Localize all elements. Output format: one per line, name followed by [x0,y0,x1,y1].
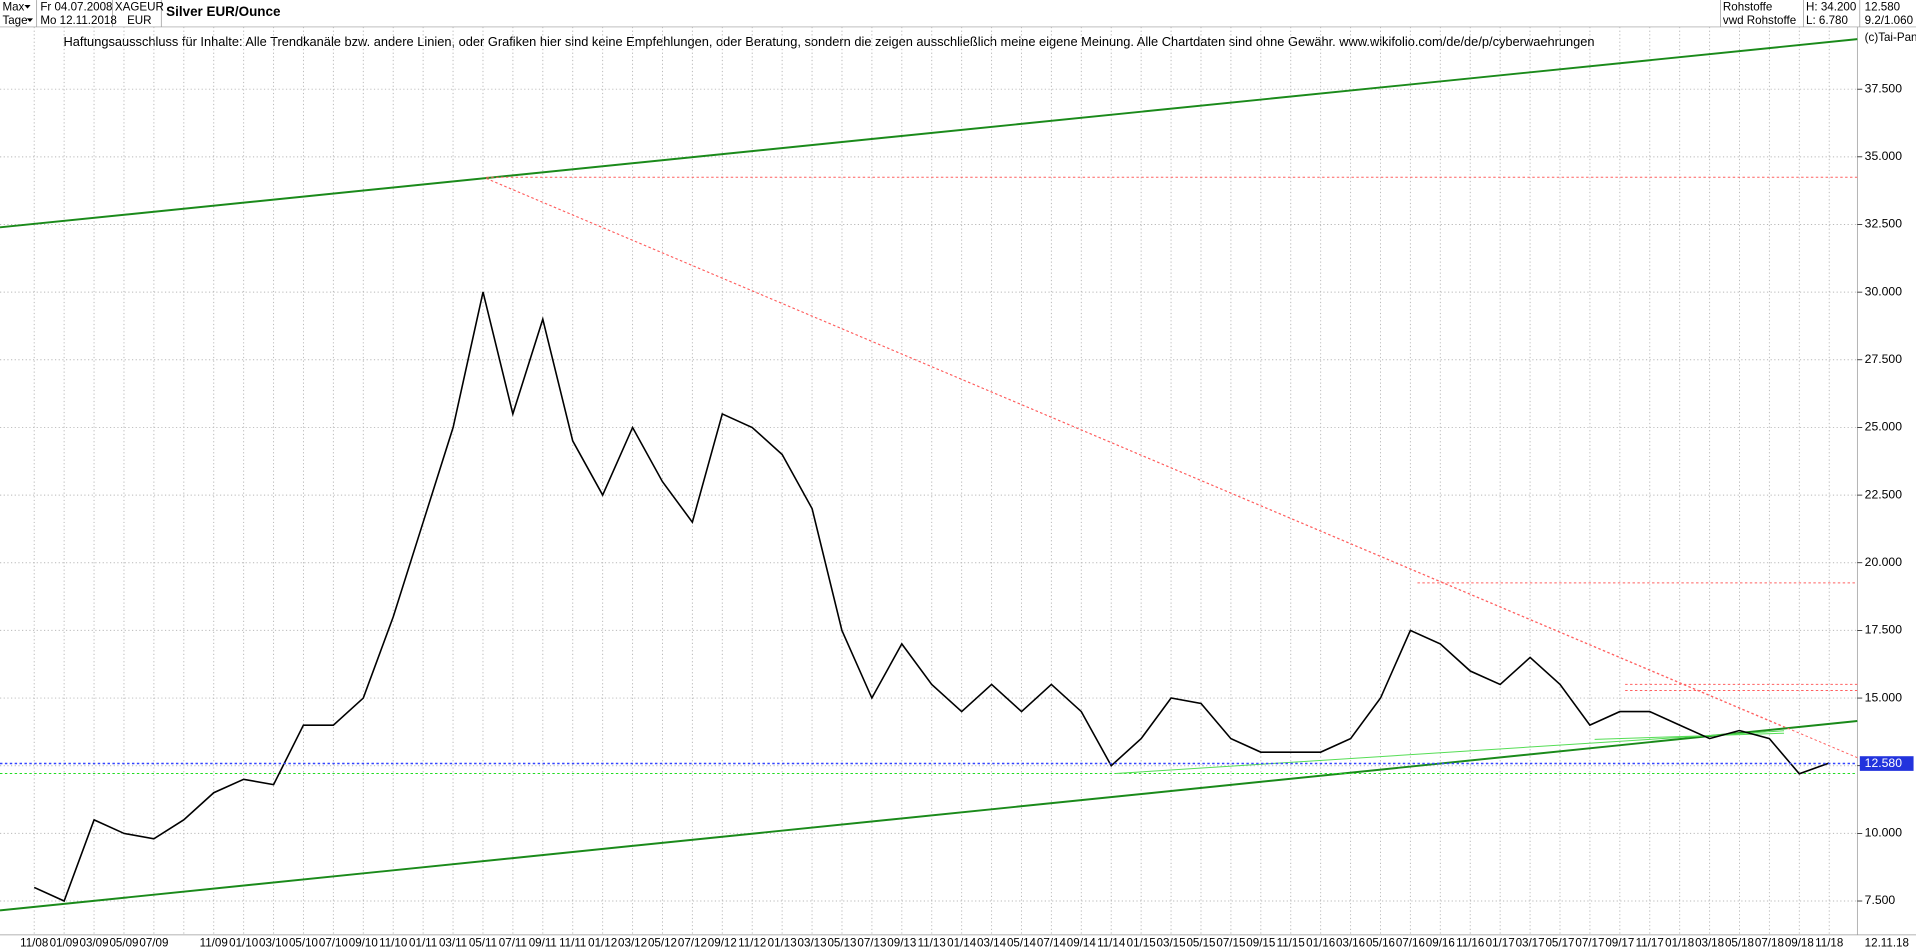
x-tick-label: 11/09 [200,936,228,949]
x-tick-label: 05/10 [289,936,318,949]
last: 12.580 [1865,0,1900,13]
x-tick-label: 01/13 [768,936,797,949]
x-tick-label: 07/16 [1396,936,1425,949]
y-tick-label: 30.000 [1865,284,1903,298]
annotation: Haftungsausschluss für Inhalte: Alle Tre… [64,34,1595,49]
x-tick-label: 01/12 [588,936,617,949]
range-dropdown[interactable]: Max [2,0,24,13]
x-tick-label: 05/09 [109,936,138,949]
x-tick-label: 01/10 [229,936,258,949]
x-tick-label: 03/17 [1516,936,1545,949]
x-tick-label: 11/16 [1456,936,1484,949]
x-tick-label: 05/18 [1725,936,1754,949]
x-tick-label: 09/11 [529,936,557,949]
last-price-box [1859,756,1914,771]
x-tick-label: 03/11 [439,936,467,949]
x-tick-label: 09/15 [1246,936,1275,949]
x-tick-label: 09/17 [1605,936,1634,949]
x-tick-label: 03/15 [1157,936,1186,949]
x-tick-label: 01/09 [50,936,79,949]
x-tick-label: 01/16 [1306,936,1335,949]
x-tick-label: 01/17 [1486,936,1515,949]
period-dropdown[interactable]: Tage [2,14,27,27]
x-tick-label: 07/17 [1575,936,1604,949]
y-tick-label: 27.500 [1865,352,1903,366]
scale: 9.2/1.060 [1865,14,1913,27]
x-tick-label: 03/10 [259,936,288,949]
x-tick-label: 07/12 [678,936,707,949]
x-tick-label: 05/17 [1545,936,1574,949]
y-tick-label: 20.000 [1865,555,1903,569]
copyright: (c)Tai-Pan [1865,31,1916,44]
x-tick-label: 11/17 [1636,936,1664,949]
x-tick-label: 07/13 [857,936,886,949]
y-tick-label: 37.500 [1865,81,1903,95]
date-label: 12.11.18 [1865,936,1909,949]
plot: 12.580 [0,291,1914,903]
x-tick-label: 03/13 [798,936,827,949]
x-tick-label: 05/16 [1366,936,1395,949]
x-tick-label: 11/12 [738,936,766,949]
dropdown-arrows [24,4,33,23]
grid: 7.50010.00012.50015.00017.50020.00022.50… [0,26,1903,949]
low: L: 6.780 [1806,14,1848,27]
x-tick-label: 01/11 [409,936,437,949]
x-tick-label: 09/16 [1426,936,1455,949]
x-tick-label: 09/14 [1067,936,1097,949]
x-tick-label: 11/14 [1097,936,1126,949]
last-price-label: 12.580 [1865,756,1903,770]
high: H: 34.200 [1806,0,1856,13]
trend-lines [0,38,1858,912]
y-tick-label: 17.500 [1865,623,1903,637]
x-tick-label: 03/12 [618,936,647,949]
x-tick-label: 11/11 [559,936,586,949]
x-tick-label: 11/10 [379,936,407,949]
x-tick-label: 01/15 [1127,936,1156,949]
x-tick-label: 03/09 [80,936,109,949]
x-tick-label: 01/18 [1665,936,1694,949]
symbol: XAGEUR [115,0,164,13]
y-tick-label: 10.000 [1865,826,1903,840]
x-tick-label: 05/11 [469,936,497,949]
x-tick-label: 07/11 [499,936,527,949]
y-tick-label: 15.000 [1865,690,1903,704]
currency: EUR [127,14,151,27]
x-tick-label: 05/14 [1007,936,1037,949]
x-tick-label: 05/13 [827,936,856,949]
group: Rohstoffe [1723,0,1772,13]
x-tick-label: 09/13 [887,936,916,949]
x-tick-label: 05/15 [1186,936,1215,949]
x-tick-label: 01/14 [947,936,977,949]
x-tick-label: 09/18 [1785,936,1814,949]
x-tick-label: 09/12 [708,936,737,949]
chart-title: Silver EUR/Ounce [166,4,281,19]
x-tick-label: 07/10 [319,936,348,949]
x-tick-label: 03/18 [1695,936,1724,949]
x-tick-label: 05/12 [648,936,677,949]
x-tick-label: 11/15 [1277,936,1305,949]
x-tick-label: 03/14 [977,936,1007,949]
price-line [33,291,1830,903]
date-to: Mo 12.11.2018 [40,14,117,27]
y-tick-label: 32.500 [1865,217,1903,231]
x-tick-label: 03/16 [1336,936,1365,949]
y-tick-label: 7.500 [1865,893,1896,907]
x-tick-label: 11/13 [918,936,946,949]
y-tick-label: 25.000 [1865,420,1903,434]
x-tick-label: 07/09 [139,936,168,949]
x-tick-label: 09/10 [349,936,378,949]
x-tick-label: 07/15 [1216,936,1245,949]
source: vwd Rohstoffe [1723,14,1796,27]
x-tick-label: 07/18 [1755,936,1784,949]
x-tick-label: 11/18 [1815,936,1843,949]
x-tick-label: 07/14 [1037,936,1067,949]
date-from: Fr 04.07.2008 [40,0,112,13]
x-tick-label: 11/08 [20,936,48,949]
y-tick-label: 35.000 [1865,149,1903,163]
y-tick-label: 22.500 [1865,487,1903,501]
